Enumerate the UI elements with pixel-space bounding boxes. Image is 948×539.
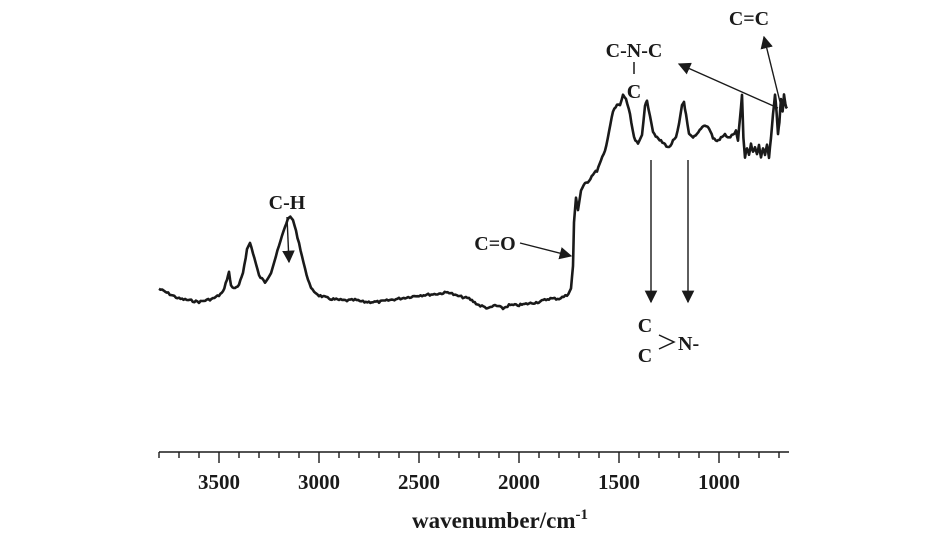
x-axis-title-text: wavenumber/cm xyxy=(412,508,576,533)
x-tick-label: 3500 xyxy=(198,470,240,494)
plot-area xyxy=(158,93,789,311)
annotation-c-c: C=C xyxy=(729,8,769,30)
annotation-amine-c-bottom: C xyxy=(638,345,652,367)
annotation-c-h: C-H xyxy=(269,192,306,214)
x-axis: 3500 3000 2500 2000 1500 1000 wavenumber/cm-1 xyxy=(158,451,789,533)
x-axis-title: wavenumber/cm-1 xyxy=(412,507,588,533)
annotation-amine-n: N- xyxy=(678,333,699,355)
arrow-c-n-c xyxy=(677,62,779,109)
x-tick-label: 2000 xyxy=(498,470,540,494)
annotation-c-n-c: C-N-C xyxy=(606,40,663,62)
x-tick-label: 2500 xyxy=(398,470,440,494)
x-axis-title-exponent: -1 xyxy=(576,507,589,523)
spectrum-series-0 xyxy=(158,93,789,311)
arrow-c-o xyxy=(519,242,573,260)
annotation-amine-branch xyxy=(658,334,676,350)
x-axis-ticks: 3500 3000 2500 2000 1500 1000 xyxy=(158,452,780,494)
arrow-c-h xyxy=(282,216,295,264)
arrow-c-c xyxy=(760,35,782,107)
annotation-c-o: C=O xyxy=(474,233,515,255)
x-tick-label: 3000 xyxy=(298,470,340,494)
annotation-c-n-c-sub: C xyxy=(627,81,641,103)
x-tick-label: 1000 xyxy=(698,470,740,494)
peak-annotations: C-H C=O C-N-C C C=C C C N- xyxy=(269,8,782,367)
x-tick-label: 1500 xyxy=(598,470,640,494)
annotation-amine-c-top: C xyxy=(638,315,652,337)
